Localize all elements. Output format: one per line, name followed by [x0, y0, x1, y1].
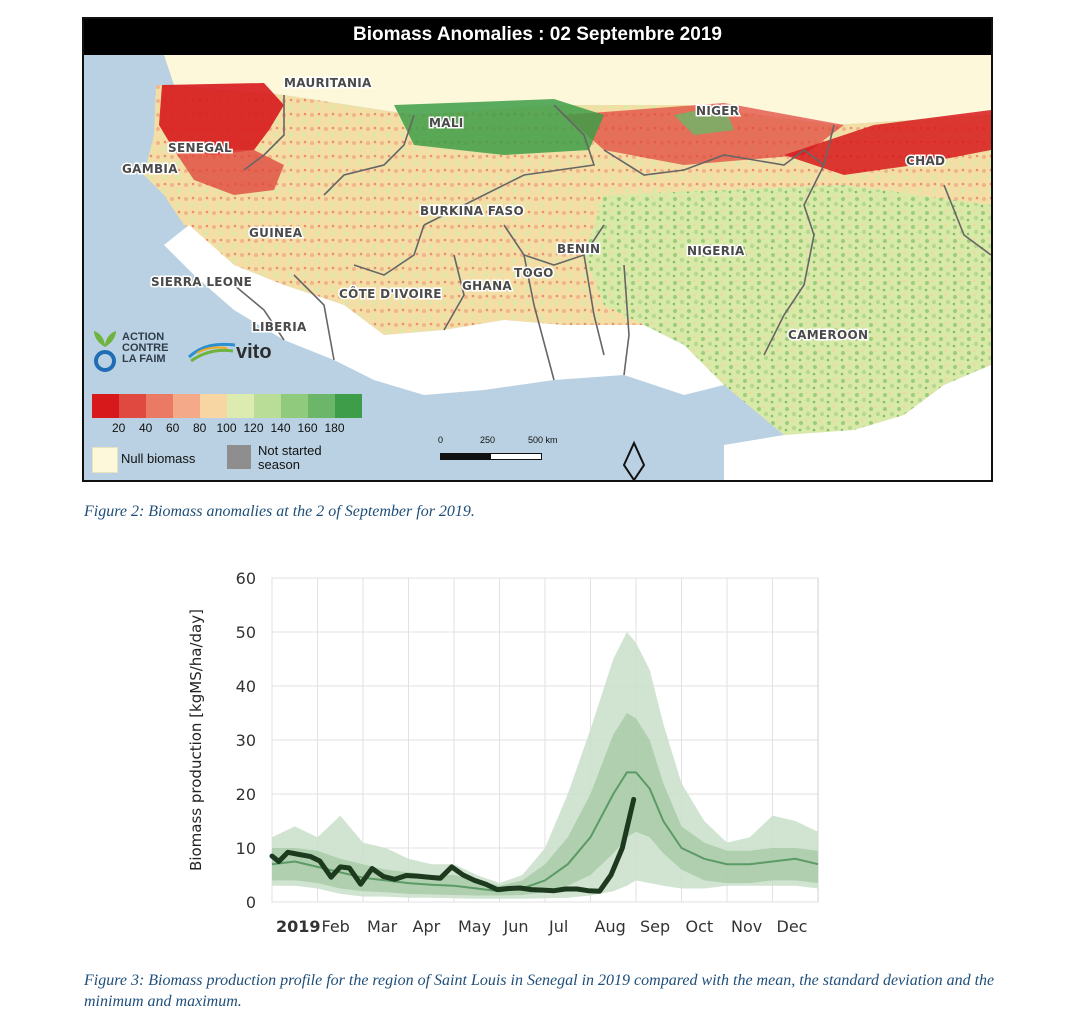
mali-green-band [394, 99, 604, 155]
series-2019-line [269, 796, 637, 894]
label-sierra-leone: SIERRA LEONE [151, 275, 252, 289]
scale-bar-white [490, 453, 542, 460]
x-tick-label: Jul [548, 917, 568, 936]
null-biomass-label: Null biomass [121, 451, 196, 466]
coastal-countries [164, 225, 724, 395]
partner-logos: ACTION CONTRE LA FAIM vito [92, 329, 282, 381]
biomass-profile-chart: 0 10 20 30 40 50 60 2019 Feb Mar Apr May Jun Jul Aug Se… [187, 569, 819, 936]
x-tick-label: Nov [731, 917, 762, 936]
anomaly-band-niger [564, 103, 844, 165]
scale-bar: 0 250 500 km [438, 435, 558, 465]
anomaly-band-west [159, 83, 284, 155]
legend-swatch [281, 394, 308, 418]
label-cameroon: CAMEROON [788, 328, 868, 342]
vito-logo-text: vito [236, 341, 272, 363]
niger-green-patch [674, 105, 734, 135]
scale-label-250: 250 [480, 435, 496, 445]
label-togo: TOGO [514, 266, 554, 280]
figure-3-caption: Figure 3: Biomass production profile for… [84, 972, 995, 1010]
label-senegal: SENEGAL [168, 141, 232, 155]
label-niger: NIGER [696, 104, 739, 118]
label-liberia: LIBERIA [252, 320, 307, 334]
legend-swatch [335, 394, 362, 418]
std-band [272, 713, 818, 896]
acf-logo-text: ACTION CONTRE LA FAIM [122, 331, 169, 365]
legend-swatch [227, 394, 254, 418]
not-started-swatch [227, 445, 251, 469]
y-axis-label: Biomass production [kgMS/ha/day] [187, 609, 205, 871]
label-guinea: GUINEA [249, 226, 303, 240]
legend-swatch [92, 394, 119, 418]
legend-tick-label: 140 [270, 421, 291, 435]
desert-region [164, 55, 991, 125]
scale-bar-black [440, 453, 492, 460]
label-burkina-faso: BURKINA FASO [420, 204, 524, 218]
chart-bands [272, 632, 818, 899]
map-canvas: MAURITANIA MALI NIGER SENEGAL GAMBIA CHA… [84, 55, 991, 480]
legend-tick-label: 40 [139, 421, 153, 435]
label-chad: CHAD [906, 154, 945, 168]
scale-label-500: 500 km [528, 435, 558, 445]
north-arrow-icon [622, 440, 646, 480]
country-borders [233, 95, 991, 381]
figure-2-caption: Figure 2: Biomass anomalies at the 2 of … [84, 503, 475, 520]
x-tick-label: Feb [322, 917, 350, 936]
legend-tick-label: 20 [112, 421, 126, 435]
label-ghana: GHANA [462, 279, 512, 293]
x-tick-label: Aug [595, 917, 626, 936]
x-tick-label: Oct [686, 917, 714, 936]
label-mauritania: MAURITANIA [284, 76, 372, 90]
legend-swatch [200, 394, 227, 418]
y-tick-label: 20 [236, 785, 256, 804]
x-tick-label: Sep [640, 917, 670, 936]
map-title: Biomass Anomalies : 02 Septembre 2019 [84, 19, 991, 55]
null-biomass-swatch [92, 447, 118, 473]
y-tick-label: 10 [236, 839, 256, 858]
legend-swatch [308, 394, 335, 418]
cameroon-south-white [724, 365, 991, 480]
anomaly-band-chad [784, 110, 991, 175]
mean-line [271, 771, 819, 893]
legend-tick-label: 120 [243, 421, 264, 435]
label-benin: BENIN [557, 242, 600, 256]
label-nigeria: NIGERIA [687, 244, 745, 258]
legend-swatch [119, 394, 146, 418]
x-tick-label: May [458, 917, 491, 936]
legend-tick-label: 100 [216, 421, 237, 435]
legend-swatch [173, 394, 200, 418]
legend-swatch [254, 394, 281, 418]
legend-tick-label: 180 [324, 421, 345, 435]
label-mali: MALI [429, 116, 464, 130]
y-tick-label: 0 [246, 893, 256, 912]
x-tick-label: Apr [413, 917, 441, 936]
vito-logo-icon [187, 342, 236, 363]
y-tick-label: 30 [236, 731, 256, 750]
label-gambia: GAMBIA [122, 162, 178, 176]
chart-axes: 0 10 20 30 40 50 60 2019 Feb Mar Apr May Jun Jul Aug Se… [236, 569, 808, 936]
chart-lines [269, 771, 819, 894]
legend-tick-label: 160 [297, 421, 318, 435]
x-tick-label: Mar [367, 917, 398, 936]
y-tick-label: 50 [236, 623, 256, 642]
x-tick-label: 2019 [276, 917, 321, 936]
y-tick-label: 40 [236, 677, 256, 696]
legend-tick-label: 80 [193, 421, 207, 435]
legend-tick-label: 60 [166, 421, 180, 435]
label-cote-divoire: CÔTE D'IVOIRE [339, 286, 442, 301]
country-labels: MAURITANIA MALI NIGER SENEGAL GAMBIA CHA… [121, 75, 947, 344]
y-tick-label: 60 [236, 569, 256, 588]
legend-swatch [146, 394, 173, 418]
x-tick-label: Jun [503, 917, 529, 936]
acf-logo-icon [94, 331, 116, 372]
scale-label-0: 0 [438, 435, 444, 445]
not-started-label: Not started season [258, 443, 322, 472]
biomass-anomaly-map: Biomass Anomalies : 02 Septembre 2019 [82, 17, 993, 482]
x-tick-label: Dec [777, 917, 808, 936]
